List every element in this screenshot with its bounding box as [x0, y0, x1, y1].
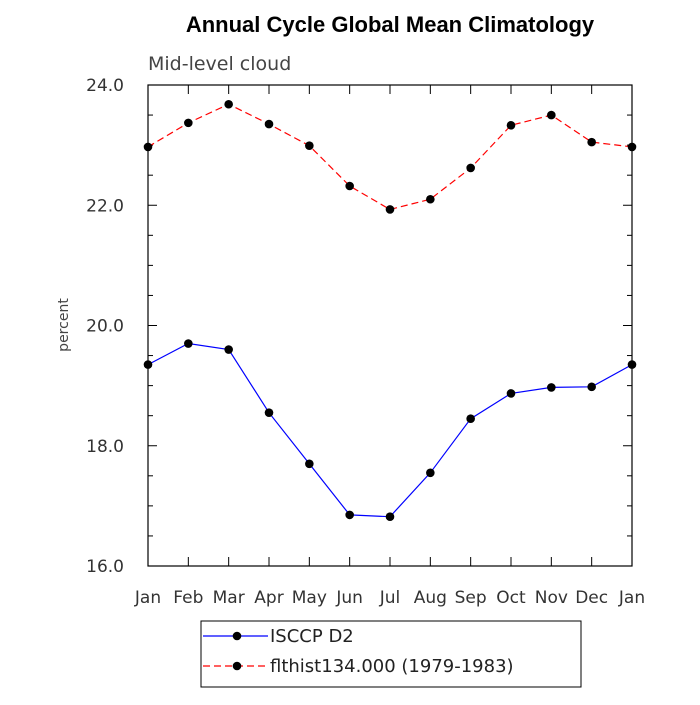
- x-tick-label: Jan: [134, 588, 161, 608]
- data-point: [385, 205, 395, 214]
- data-point: [426, 194, 435, 204]
- data-point: [264, 408, 274, 417]
- data-point: [143, 360, 153, 369]
- series-line-0: [147, 342, 633, 518]
- data-point: [466, 414, 475, 423]
- data-point: [224, 99, 233, 109]
- legend-marker-flthist: [232, 661, 242, 671]
- x-tick-label: Feb: [173, 588, 203, 608]
- chart-subtitle: Mid-level cloud: [148, 53, 291, 75]
- series-layer: [143, 99, 637, 521]
- y-tick-label: 16.0: [86, 557, 124, 577]
- x-tick-label: Jan: [618, 588, 645, 608]
- x-tick-label: Sep: [455, 588, 487, 608]
- x-tick-label: Oct: [496, 588, 526, 608]
- data-point: [345, 181, 354, 191]
- y-tick-label: 20.0: [86, 317, 124, 337]
- data-point: [587, 382, 596, 392]
- data-point: [184, 339, 193, 348]
- x-tick-label: Jun: [335, 588, 363, 608]
- data-point: [426, 468, 435, 478]
- series-line-1: [147, 103, 633, 211]
- data-point: [143, 142, 153, 152]
- x-tick-label: Jul: [379, 588, 401, 608]
- legend-box: [200, 620, 582, 688]
- legend-label-flthist: flthist134.000 (1979-1983): [270, 656, 514, 677]
- legend-marker-isccp: [232, 631, 242, 641]
- data-point: [305, 459, 314, 469]
- data-point: [506, 389, 516, 398]
- x-tick-label: Dec: [575, 588, 608, 608]
- data-point: [264, 119, 274, 129]
- data-point: [627, 142, 637, 152]
- data-point: [466, 163, 475, 173]
- data-point: [587, 137, 596, 147]
- y-tick-label: 18.0: [86, 437, 124, 457]
- data-point: [547, 110, 556, 120]
- data-point: [627, 360, 637, 369]
- data-point: [305, 141, 314, 151]
- plot-frame: [147, 84, 633, 567]
- x-tick-label: May: [292, 588, 327, 608]
- y-axis-label: percent: [56, 298, 72, 352]
- data-point: [506, 120, 516, 130]
- x-tick-label: Aug: [414, 588, 447, 608]
- data-point: [547, 383, 556, 392]
- data-point: [345, 510, 354, 520]
- data-point: [224, 345, 233, 354]
- legend-label-isccp: ISCCP D2: [270, 626, 354, 647]
- y-tick-label: 22.0: [86, 196, 124, 216]
- x-tick-label: Nov: [535, 588, 568, 608]
- data-point: [385, 512, 395, 521]
- chart-title: Annual Cycle Global Mean Climatology: [186, 12, 595, 37]
- ticks-layer: 16.0 18.0 20.0 22.0 24.0 Jan Feb Mar Apr May Jun Ju…: [86, 76, 645, 608]
- x-tick-label: Apr: [254, 588, 283, 608]
- x-tick-label: Mar: [213, 588, 245, 608]
- y-tick-label: 24.0: [86, 76, 124, 96]
- data-point: [184, 118, 193, 128]
- legend: ISCCP D2 flthist134.000 (1979-1983): [200, 620, 582, 688]
